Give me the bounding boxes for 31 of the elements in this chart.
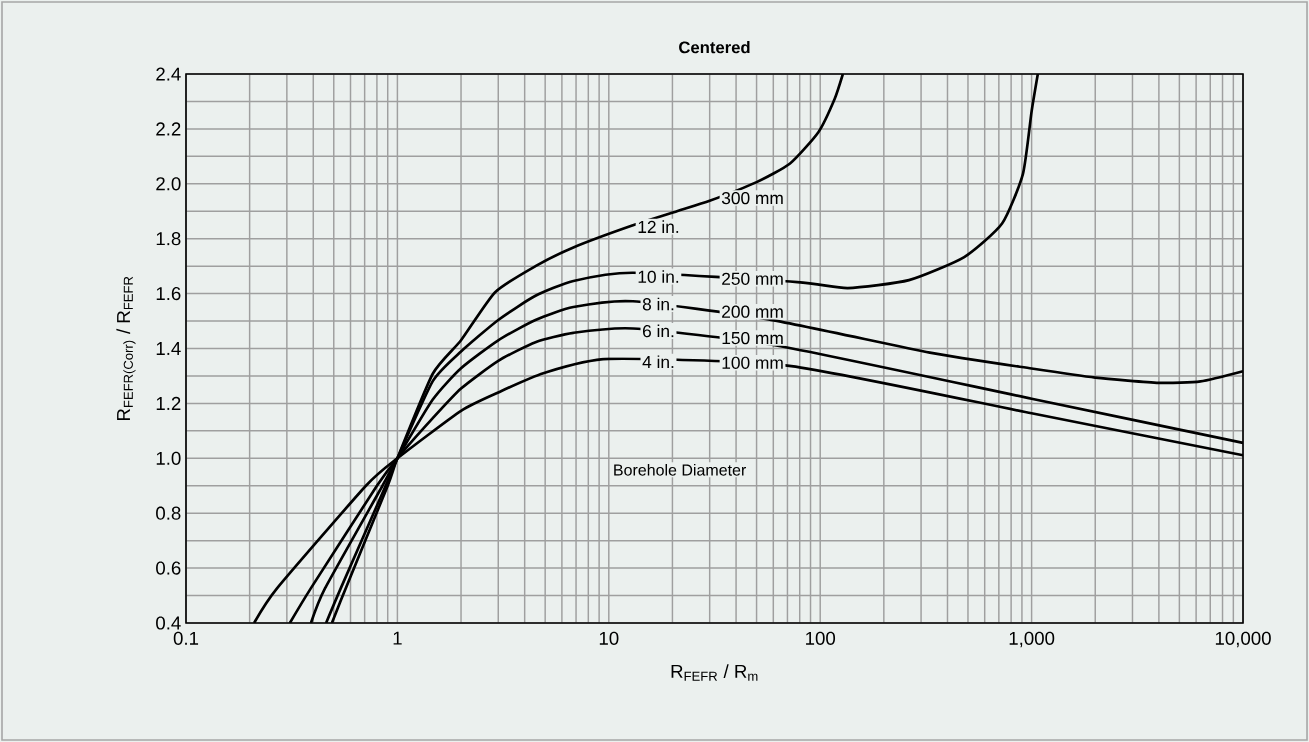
- y-tick-label: 0.4: [156, 616, 181, 630]
- annotation: 12 in.: [638, 220, 679, 233]
- chart-title: Centered: [679, 41, 750, 54]
- annotation: 150 mm: [722, 331, 783, 345]
- y-axis-title: R$_{FEFR(Corr)}$ / R$_{FEFR}$: [116, 276, 136, 421]
- x-axis-title: R$_{FEFR}$ / R$_{m}$: [671, 664, 758, 681]
- annotation: 100 mm: [722, 356, 783, 369]
- x-tick-label: 1: [393, 631, 402, 645]
- annotation: 6 in.: [642, 324, 674, 338]
- y-tick-label: 1.8: [156, 232, 181, 246]
- annotation: 250 mm: [722, 272, 783, 285]
- annotation: Borehole Diameter: [614, 463, 747, 476]
- x-tick-label: 10: [599, 631, 619, 645]
- y-tick-label: 1.4: [156, 342, 181, 355]
- annotation: 300 mm: [721, 191, 783, 205]
- y-tick-label: 2.2: [156, 122, 181, 136]
- x-tick-label: 0.1: [173, 631, 199, 645]
- y-tick-label: 1.2: [156, 396, 181, 410]
- y-tick-label: 2.0: [156, 177, 181, 191]
- y-tick-label: 0.6: [156, 561, 181, 575]
- annotation: 4 in.: [642, 355, 674, 368]
- x-tick-label: 10,000: [1215, 631, 1271, 648]
- y-tick-label: 1.0: [156, 451, 181, 465]
- annotation: 200 mm: [722, 305, 783, 318]
- y-tick-label: 1.6: [156, 286, 181, 301]
- x-tick-label: 100: [806, 631, 836, 645]
- x-tick-label: 1,000: [1009, 631, 1055, 648]
- annotation: 10 in.: [638, 270, 679, 283]
- annotation: 8 in.: [642, 297, 674, 311]
- y-tick-label: 2.4: [156, 67, 181, 81]
- y-tick-label: 0.8: [156, 506, 181, 520]
